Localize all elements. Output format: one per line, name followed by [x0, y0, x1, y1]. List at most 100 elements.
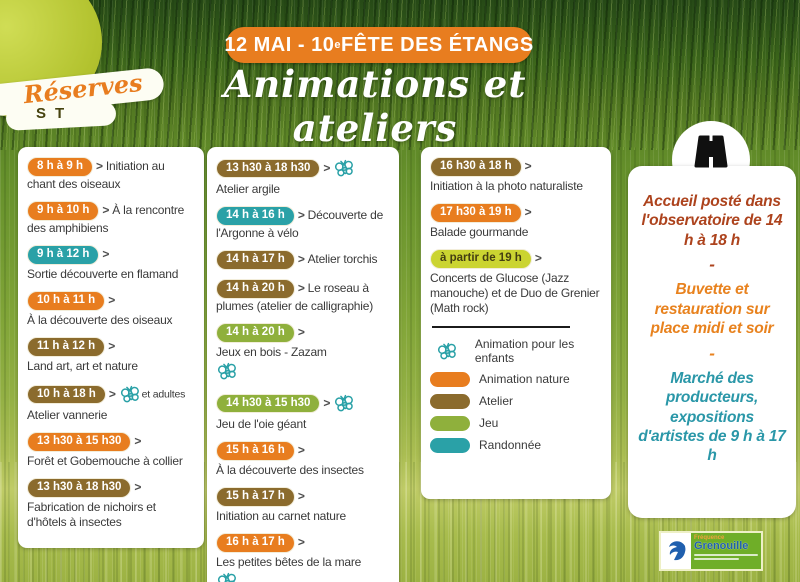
chevron-icon: >: [297, 443, 305, 458]
chevron-icon: >: [96, 159, 103, 173]
legend-label: Atelier: [479, 393, 514, 408]
chevron-icon: >: [323, 395, 331, 410]
chevron-icon: >: [297, 325, 305, 339]
time-badge: 15 h à 16 h: [216, 441, 295, 461]
item-title: Les petites bêtes de la mare: [216, 555, 362, 569]
schedule-item: 14 h30 à 15 h30 > Jeu de l'oie géant: [216, 392, 390, 432]
time-badge: 13 h30 à 15 h30: [27, 432, 132, 452]
info-text: Buvette et restauration sur place midi e…: [650, 281, 774, 338]
item-title: Jeu de l'oie géant: [216, 417, 307, 431]
butterfly-icon: [216, 570, 239, 582]
chevron-icon: >: [524, 205, 532, 219]
chevron-icon: >: [134, 480, 142, 495]
item-title: À la découverte des insectes: [216, 463, 364, 477]
time-badge: 15 h à 17 h: [216, 487, 295, 507]
legend-divider: [432, 325, 570, 328]
schedule-item: à partir de 19 h > Concerts de Glucose (Ja…: [430, 249, 602, 317]
chevron-icon: >: [134, 434, 142, 449]
schedule-column-2: 13 h30 à 18 h30 > Atelier argile 14 h à 1…: [207, 147, 399, 582]
item-title: Land art, art et nature: [27, 358, 138, 373]
legend-color-pill: [430, 372, 470, 388]
schedule-item: 13 h30 à 18 h30 > Atelier argile: [216, 157, 390, 197]
info-text: Accueil posté dans l'observatoire de 14 …: [641, 193, 783, 249]
butterfly-icon: [119, 383, 142, 406]
time-badge: 17 h30 à 19 h: [430, 203, 522, 223]
legend-label: Animation nature: [479, 371, 570, 386]
schedule-item: 9 h à 12 h > Sortie découverte en flamand: [27, 245, 195, 282]
schedule-item: 8 h à 9 h > Initiation au chant des oiseau…: [27, 157, 195, 192]
logo-line1: Fréquence: [694, 535, 725, 541]
time-badge: 13 h30 à 18 h30: [216, 158, 321, 179]
time-badge: 10 h à 18 h: [27, 384, 106, 405]
column-3-items: 16 h30 à 18 h > Initiation à la photo natu…: [430, 157, 602, 317]
butterfly-icon: [333, 392, 356, 415]
schedule-column-3: 16 h30 à 18 h > Initiation à la photo natu…: [421, 147, 611, 499]
time-badge: 8 h à 9 h: [27, 157, 94, 177]
item-title: Initiation à la photo naturaliste: [430, 178, 583, 193]
butterfly-icon: [436, 340, 459, 363]
schedule-item: 16 h à 17 h > Les petites bêtes de la mare: [216, 533, 390, 582]
schedule-item: 16 h30 à 18 h > Initiation à la photo natu…: [430, 157, 602, 194]
item-title: Sortie découverte en flamand: [27, 266, 179, 281]
item-title: À la découverte des oiseaux: [27, 312, 173, 327]
schedule-item: 14 h à 20 h > Jeux en bois - Zazam: [216, 323, 390, 383]
legend-label: Jeu: [479, 415, 499, 430]
chevron-icon: >: [108, 339, 115, 353]
schedule-item: 11 h à 12 h > Land art, art et nature: [27, 337, 195, 374]
banner-text: 12 MAI - 10: [224, 33, 335, 56]
chevron-icon: >: [108, 386, 116, 401]
schedule-item: 10 h à 11 h > À la découverte des oiseaux: [27, 291, 195, 328]
legend-row: Animation nature: [430, 371, 602, 388]
butterfly-icon: [333, 157, 356, 180]
butterfly-icon: [216, 360, 239, 383]
chevron-icon: >: [534, 251, 542, 265]
item-title: Jeux en bois - Zazam: [216, 344, 327, 359]
binoculars-icon: [694, 135, 728, 168]
logo-fineprint-bar: [694, 554, 758, 556]
page-title: Animations et ateliers: [223, 62, 527, 150]
schedule-item: 9 h à 10 h > À la rencontre des amphibiens: [27, 201, 195, 236]
legend-row: Jeu: [430, 415, 602, 432]
schedule-item: 10 h à 18 h > et adultes Atelier vannerie: [27, 383, 195, 423]
frequence-grenouille-logo: Fréquence Grenouille: [659, 531, 763, 571]
legend-row-children: Animation pour les enfants: [430, 336, 602, 366]
chevron-icon: >: [102, 247, 110, 261]
park-logo: RÉGIONALES Réserves ST: [0, 0, 190, 150]
chevron-icon: >: [297, 489, 305, 504]
logo-line2: Grenouille: [694, 540, 749, 552]
banner-text-rest: FÊTE DES ÉTANGS: [340, 33, 534, 56]
chevron-icon: >: [297, 208, 305, 223]
item-title: Balade gourmande: [430, 224, 529, 239]
chevron-icon: >: [524, 159, 532, 173]
legend-list: Animation nature Atelier Jeu Randonnée: [430, 371, 602, 454]
legend-row: Atelier: [430, 393, 602, 410]
info-panel: Accueil posté dans l'observatoire de 14 …: [628, 166, 796, 518]
time-badge: 16 h à 17 h: [216, 533, 295, 553]
frog-icon: [661, 533, 691, 569]
time-badge: 9 h à 12 h: [27, 245, 100, 265]
legend-color-pill: [430, 394, 470, 410]
item-title: Découverte de l'Argonne à vélo: [216, 208, 384, 240]
chevron-icon: >: [297, 252, 305, 267]
info-text: -: [709, 343, 715, 363]
schedule-item: 13 h30 à 18 h30 > Fabrication de nichoirs …: [27, 478, 195, 530]
logo-rest-text: ST: [36, 105, 74, 122]
time-badge: 9 h à 10 h: [27, 201, 100, 221]
time-badge: à partir de 19 h: [430, 249, 532, 269]
item-note: et adultes: [141, 388, 186, 401]
legend-color-pill: [430, 438, 470, 454]
chevron-icon: >: [297, 281, 305, 295]
item-title: Concerts de Glucose (Jazz manouche) et d…: [430, 270, 600, 316]
item-title: Initiation au chant des oiseaux: [27, 159, 165, 191]
legend-label: Animation pour les enfants: [474, 336, 575, 365]
time-badge: 14 h à 17 h: [216, 250, 295, 270]
time-badge: 14 h à 16 h: [216, 206, 295, 226]
item-title: À la rencontre des amphibiens: [27, 203, 185, 235]
info-text: -: [709, 255, 715, 275]
schedule-item: 15 h à 17 h > Initiation au carnet nature: [216, 487, 390, 524]
logo-text-block: Fréquence Grenouille: [691, 533, 761, 569]
item-title: Atelier argile: [216, 182, 280, 196]
item-title: Atelier torchis: [307, 252, 378, 267]
chevron-icon: >: [323, 160, 331, 175]
item-title: Initiation au carnet nature: [216, 509, 347, 523]
